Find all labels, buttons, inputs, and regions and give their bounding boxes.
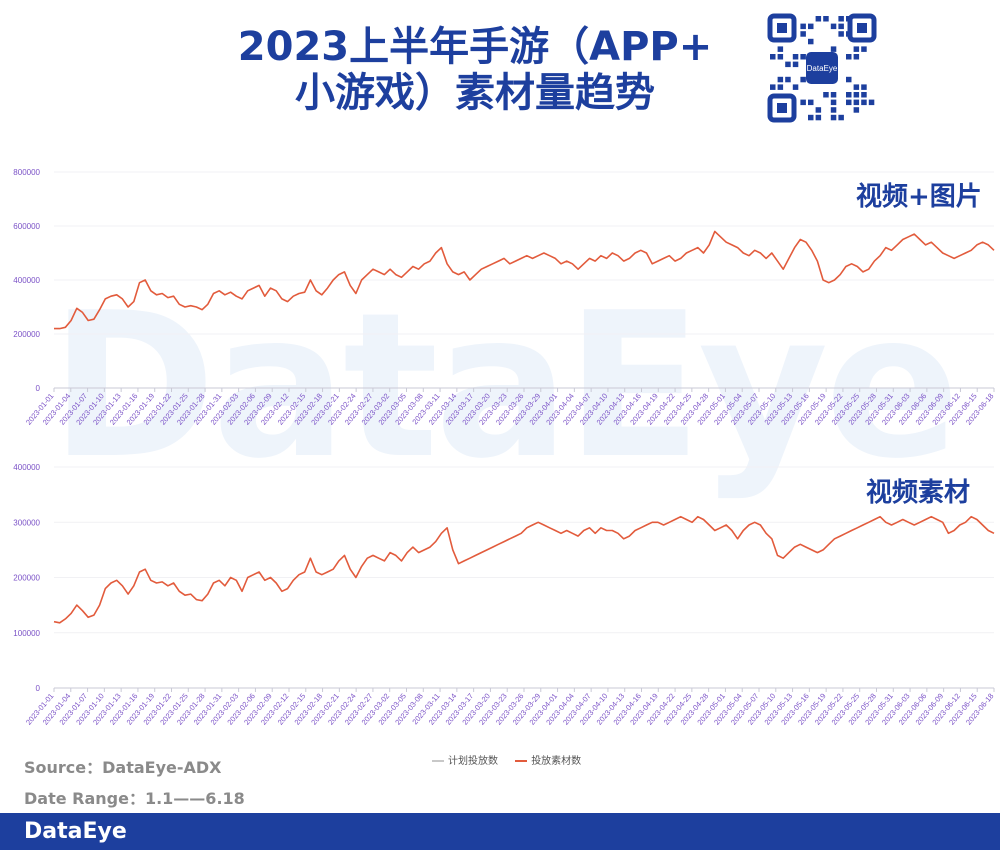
legend: 计划投放数 投放素材数: [432, 752, 595, 767]
footer-logo: DataEye: [24, 819, 127, 844]
page-title: 2023上半年手游（APP+ 小游戏）素材量趋势: [180, 24, 770, 116]
title-line-2: 小游戏）素材量趋势: [295, 70, 655, 116]
title-line-1: 2023上半年手游（APP+: [237, 24, 713, 70]
qr-code-icon: DataEye: [766, 12, 878, 124]
legend-item-material-label: 投放素材数: [531, 756, 582, 767]
chart2-label: 视频素材: [866, 478, 971, 508]
chart1-y-tick-label: 800000: [13, 168, 40, 177]
chart1-label: 视频+图片: [856, 182, 982, 212]
chart-video: 01000002000003000004000002023-01-012023-…: [13, 463, 995, 727]
legend-item-plan-label: 计划投放数: [448, 756, 498, 767]
chart2-y-tick-label: 0: [36, 684, 41, 693]
chart1-y-tick-label: 400000: [13, 276, 40, 285]
chart2-series-line: [53, 515, 995, 624]
chart2-y-tick-label: 100000: [13, 629, 40, 638]
chart2-y-tick-label: 400000: [13, 463, 40, 472]
legend-item-material: 投放素材数: [515, 752, 581, 767]
source-text: Source：DataEye-ADX: [24, 758, 222, 777]
chart1-y-tick-label: 0: [36, 384, 41, 393]
date-range-text: Date Range：1.1——6.18: [24, 789, 245, 808]
chart1-y-tick-label: 600000: [13, 222, 40, 231]
legend-item-plan: 计划投放数: [432, 752, 498, 767]
chart2-y-tick-label: 200000: [13, 574, 40, 583]
chart-video-image: 02000004000006000008000002023-01-012023-…: [13, 168, 995, 427]
chart1-series-line: [54, 230, 995, 330]
qr-brand: DataEye: [807, 64, 838, 73]
footer-bar: DataEye: [0, 813, 1000, 850]
chart1-y-tick-label: 200000: [13, 330, 40, 339]
chart2-y-tick-label: 300000: [13, 518, 40, 527]
